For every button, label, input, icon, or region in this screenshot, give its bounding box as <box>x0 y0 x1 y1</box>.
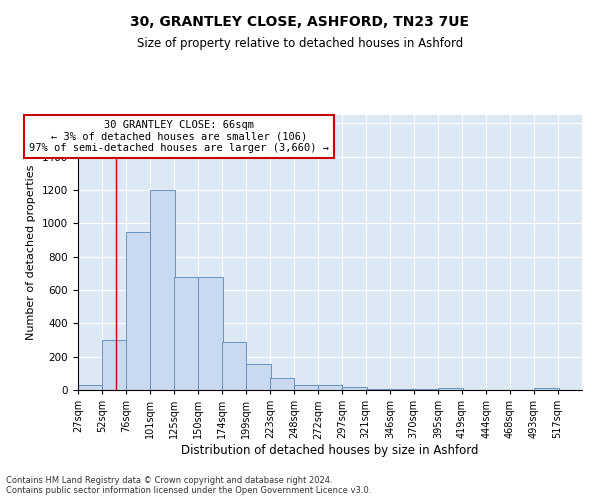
Bar <box>438 388 463 390</box>
Bar <box>247 364 271 390</box>
Bar <box>342 386 367 390</box>
Text: Contains HM Land Registry data © Crown copyright and database right 2024.
Contai: Contains HM Land Registry data © Crown c… <box>6 476 371 495</box>
Bar <box>534 388 559 390</box>
Bar <box>366 389 390 390</box>
Bar <box>199 276 223 390</box>
Bar <box>78 385 103 390</box>
Bar <box>390 389 415 390</box>
Bar <box>174 276 199 390</box>
Bar <box>126 232 151 390</box>
Bar <box>103 340 127 390</box>
Y-axis label: Number of detached properties: Number of detached properties <box>26 165 37 340</box>
Bar <box>222 342 247 390</box>
Bar <box>318 385 342 390</box>
Bar <box>413 389 438 390</box>
Text: 30 GRANTLEY CLOSE: 66sqm
← 3% of detached houses are smaller (106)
97% of semi-d: 30 GRANTLEY CLOSE: 66sqm ← 3% of detache… <box>29 120 329 154</box>
Bar <box>151 190 175 390</box>
Bar <box>270 378 294 390</box>
Text: Size of property relative to detached houses in Ashford: Size of property relative to detached ho… <box>137 38 463 51</box>
Text: 30, GRANTLEY CLOSE, ASHFORD, TN23 7UE: 30, GRANTLEY CLOSE, ASHFORD, TN23 7UE <box>131 15 470 29</box>
Bar <box>294 385 319 390</box>
X-axis label: Distribution of detached houses by size in Ashford: Distribution of detached houses by size … <box>181 444 479 457</box>
